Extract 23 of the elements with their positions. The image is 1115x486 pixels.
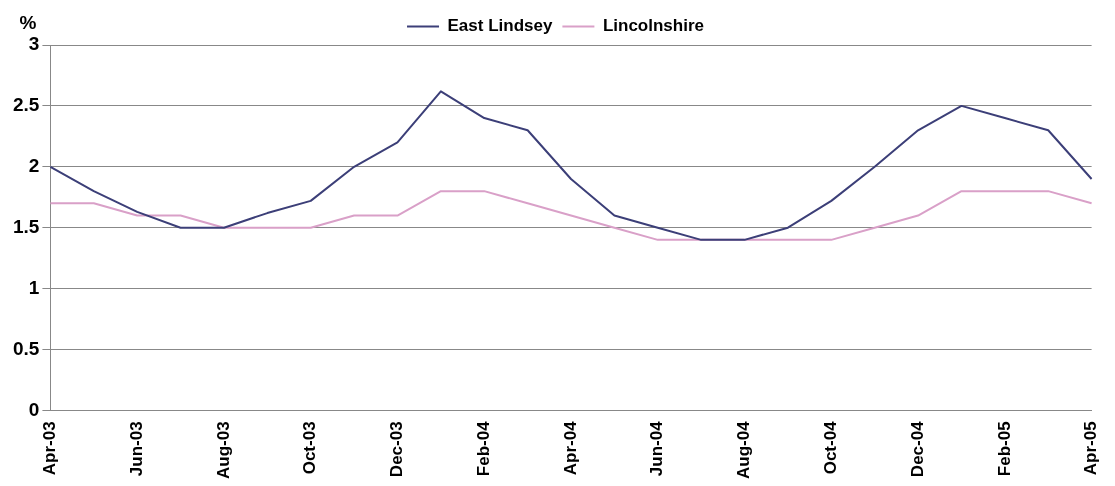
x-tick-label: Oct-04 [820,420,840,475]
x-tick-label: Feb-05 [994,421,1014,477]
x-tick-label: Apr-04 [560,420,580,476]
x-tick-label: Apr-05 [1081,421,1101,476]
x-tick-label: Aug-04 [734,420,754,480]
y-tick-label: 1.5 [12,215,40,237]
x-tick-label: Jun-04 [647,420,667,477]
y-tick-label: 2.5 [12,94,40,116]
x-tick-label: Dec-04 [907,420,927,478]
x-tick-label: Dec-03 [387,421,407,478]
legend-label: East Lindsey [447,16,553,36]
x-tick-label: Feb-04 [473,420,493,477]
y-axis-title: % [19,11,37,33]
x-tick-label: Aug-03 [213,421,233,480]
x-tick-label: Oct-03 [300,421,320,475]
y-tick-label: 0.5 [12,337,40,359]
y-tick-label: 1 [28,276,40,298]
y-tick-label: 3 [28,33,40,55]
x-tick-label: Jun-03 [126,421,146,477]
x-tick-label: Apr-03 [40,421,60,476]
y-tick-label: 0 [28,398,40,420]
y-tick-label: 2 [28,155,40,177]
legend-label: Lincolnshire [602,16,704,36]
